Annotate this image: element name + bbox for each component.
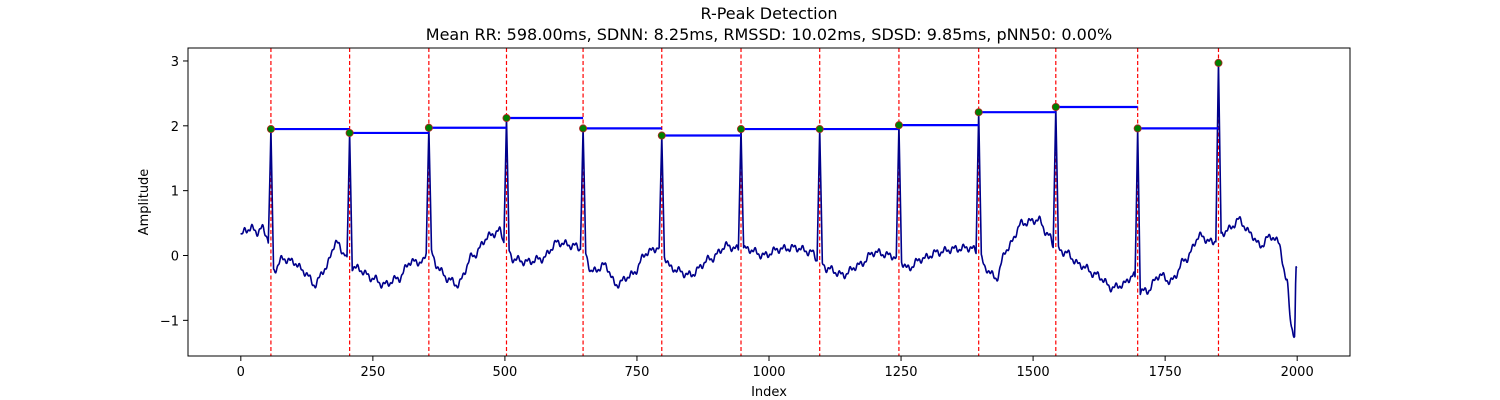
chart-title: R-Peak Detection <box>700 4 837 23</box>
x-tick-label: 750 <box>625 365 650 380</box>
y-tick-label: 3 <box>171 55 179 70</box>
r-peak-marker <box>424 123 433 132</box>
r-peak-marker <box>737 125 746 134</box>
x-tick-label: 1500 <box>1017 365 1050 380</box>
x-axis-label: Index <box>751 385 787 400</box>
chart-subtitle: Mean RR: 598.00ms, SDNN: 8.25ms, RMSSD: … <box>426 25 1112 44</box>
plot-content <box>240 48 1298 356</box>
x-tick-label: 1750 <box>1149 365 1182 380</box>
x-tick-label: 250 <box>360 365 385 380</box>
x-tick-label: 0 <box>237 365 245 380</box>
plot-frame <box>187 47 1351 357</box>
y-tick-label: −1 <box>160 314 179 329</box>
x-tick-label: 1250 <box>884 365 917 380</box>
r-peak-marker <box>815 125 824 134</box>
r-peak-marker <box>1051 103 1060 112</box>
y-axis-ticks: −1 0 1 2 3 <box>160 55 188 329</box>
r-peak-marker <box>579 124 588 133</box>
y-axis-label: Amplitude <box>137 169 152 236</box>
y-tick-label: 0 <box>171 249 179 264</box>
r-peak-marker <box>1214 58 1223 67</box>
y-tick-label: 2 <box>171 120 179 135</box>
x-tick-label: 1000 <box>752 365 785 380</box>
r-peak-marker <box>502 114 511 123</box>
ecg-signal-line <box>240 62 1298 339</box>
y-tick-label: 1 <box>171 185 179 200</box>
r-peak-marker <box>1133 124 1142 133</box>
r-peak-marker <box>345 128 354 137</box>
x-axis-ticks: 0 250 500 750 1000 1250 1500 1750 2000 <box>237 356 1314 380</box>
x-tick-label: 2000 <box>1281 365 1314 380</box>
r-peak-marker <box>266 125 275 134</box>
x-tick-label: 500 <box>492 365 517 380</box>
r-peak-marker <box>974 108 983 117</box>
r-peak-marker <box>894 121 903 130</box>
r-peak-marker <box>657 131 666 140</box>
